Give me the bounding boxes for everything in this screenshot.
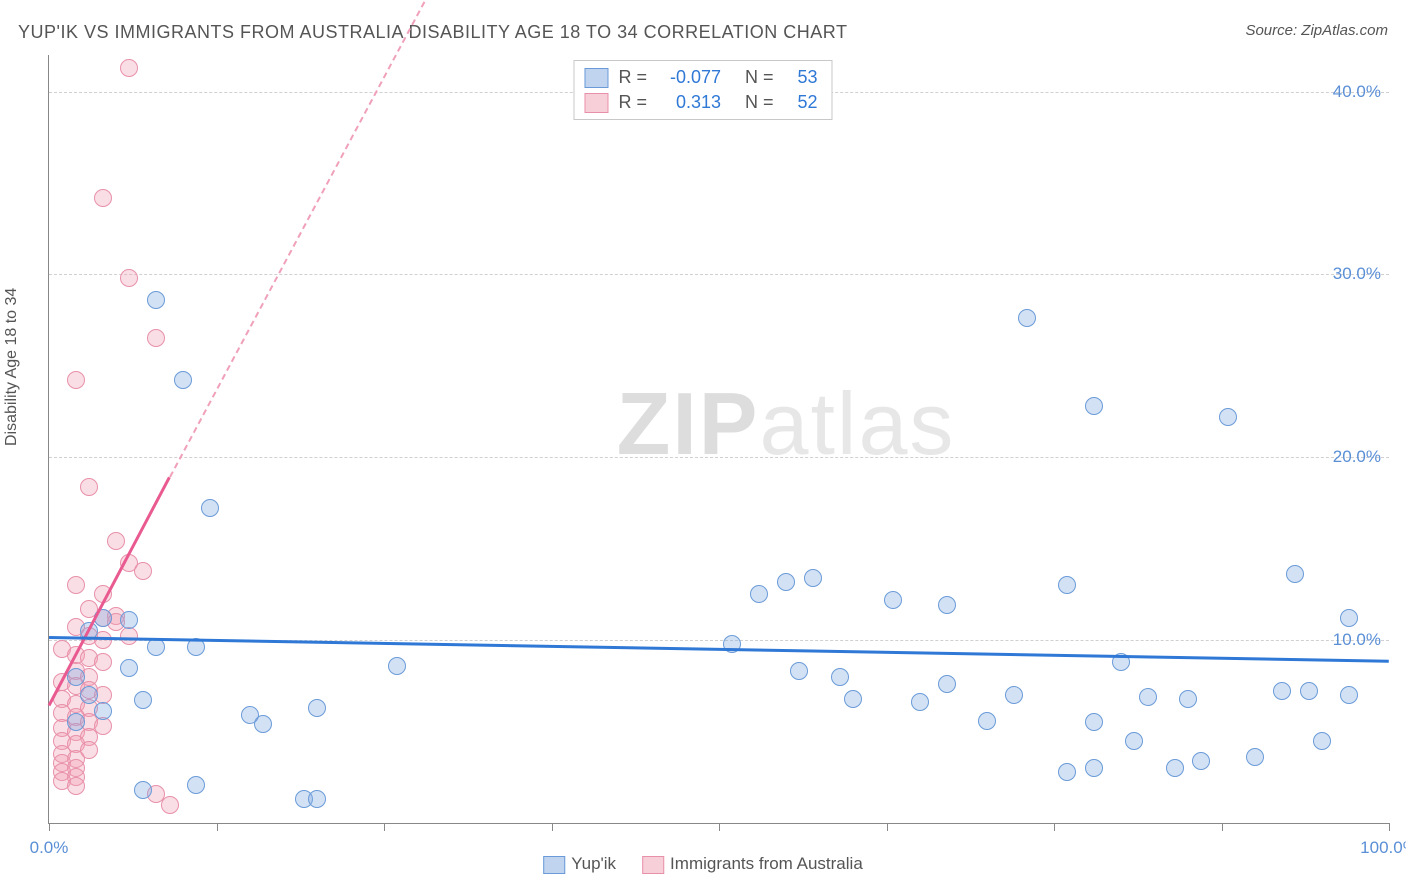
y-tick-label: 40.0% [1333, 82, 1381, 102]
data-point [134, 691, 152, 709]
data-point [67, 777, 85, 795]
data-point [120, 659, 138, 677]
data-point [1139, 688, 1157, 706]
data-point [1286, 565, 1304, 583]
data-point [134, 781, 152, 799]
x-tick-label: 100.0% [1360, 838, 1406, 858]
correlation-legend: R = -0.077 N = 53 R = 0.313 N = 52 [573, 60, 832, 120]
data-point [388, 657, 406, 675]
data-point [94, 189, 112, 207]
x-tick [719, 823, 720, 831]
legend-item: Yup'ik [543, 854, 616, 874]
data-point [1313, 732, 1331, 750]
data-point [308, 790, 326, 808]
data-point [1340, 609, 1358, 627]
data-point [938, 596, 956, 614]
legend-row: R = 0.313 N = 52 [584, 90, 817, 115]
y-tick-label: 10.0% [1333, 630, 1381, 650]
data-point [1085, 713, 1103, 731]
series-legend: Yup'ik Immigrants from Australia [543, 854, 863, 874]
data-point [978, 712, 996, 730]
data-point [107, 532, 125, 550]
x-tick [1054, 823, 1055, 831]
legend-row: R = -0.077 N = 53 [584, 65, 817, 90]
data-point [94, 702, 112, 720]
swatch-icon [584, 93, 608, 113]
swatch-icon [543, 856, 565, 874]
scatter-plot-area: ZIPatlas 10.0%20.0%30.0%40.0%0.0%100.0% [48, 55, 1389, 824]
gridline [49, 457, 1389, 458]
data-point [120, 59, 138, 77]
data-point [1058, 763, 1076, 781]
data-point [884, 591, 902, 609]
trend-line [48, 476, 171, 706]
data-point [161, 796, 179, 814]
data-point [67, 371, 85, 389]
data-point [911, 693, 929, 711]
x-tick [552, 823, 553, 831]
data-point [134, 562, 152, 580]
data-point [1219, 408, 1237, 426]
data-point [67, 576, 85, 594]
swatch-icon [642, 856, 664, 874]
trend-line [169, 1, 425, 477]
chart-title: YUP'IK VS IMMIGRANTS FROM AUSTRALIA DISA… [18, 22, 847, 43]
data-point [187, 776, 205, 794]
data-point [938, 675, 956, 693]
data-point [174, 371, 192, 389]
source-credit: Source: ZipAtlas.com [1245, 22, 1388, 39]
x-tick [1222, 823, 1223, 831]
data-point [1125, 732, 1143, 750]
data-point [1058, 576, 1076, 594]
data-point [1085, 759, 1103, 777]
y-tick-label: 20.0% [1333, 447, 1381, 467]
data-point [1192, 752, 1210, 770]
data-point [241, 706, 259, 724]
x-tick [384, 823, 385, 831]
y-axis-title: Disability Age 18 to 34 [3, 288, 21, 446]
swatch-icon [584, 68, 608, 88]
data-point [1085, 397, 1103, 415]
data-point [201, 499, 219, 517]
data-point [1340, 686, 1358, 704]
x-tick [1389, 823, 1390, 831]
data-point [67, 668, 85, 686]
data-point [1246, 748, 1264, 766]
x-tick-label: 0.0% [30, 838, 69, 858]
data-point [777, 573, 795, 591]
data-point [831, 668, 849, 686]
data-point [1005, 686, 1023, 704]
legend-item: Immigrants from Australia [642, 854, 863, 874]
data-point [1166, 759, 1184, 777]
data-point [80, 686, 98, 704]
x-tick [887, 823, 888, 831]
data-point [147, 291, 165, 309]
data-point [308, 699, 326, 717]
data-point [147, 638, 165, 656]
data-point [1018, 309, 1036, 327]
data-point [147, 329, 165, 347]
data-point [94, 653, 112, 671]
watermark: ZIPatlas [617, 373, 956, 475]
data-point [1300, 682, 1318, 700]
data-point [120, 269, 138, 287]
data-point [844, 690, 862, 708]
gridline [49, 274, 1389, 275]
data-point [750, 585, 768, 603]
data-point [790, 662, 808, 680]
data-point [120, 611, 138, 629]
data-point [1179, 690, 1197, 708]
data-point [804, 569, 822, 587]
data-point [1273, 682, 1291, 700]
x-tick [49, 823, 50, 831]
x-tick [217, 823, 218, 831]
y-tick-label: 30.0% [1333, 264, 1381, 284]
data-point [80, 478, 98, 496]
data-point [67, 713, 85, 731]
